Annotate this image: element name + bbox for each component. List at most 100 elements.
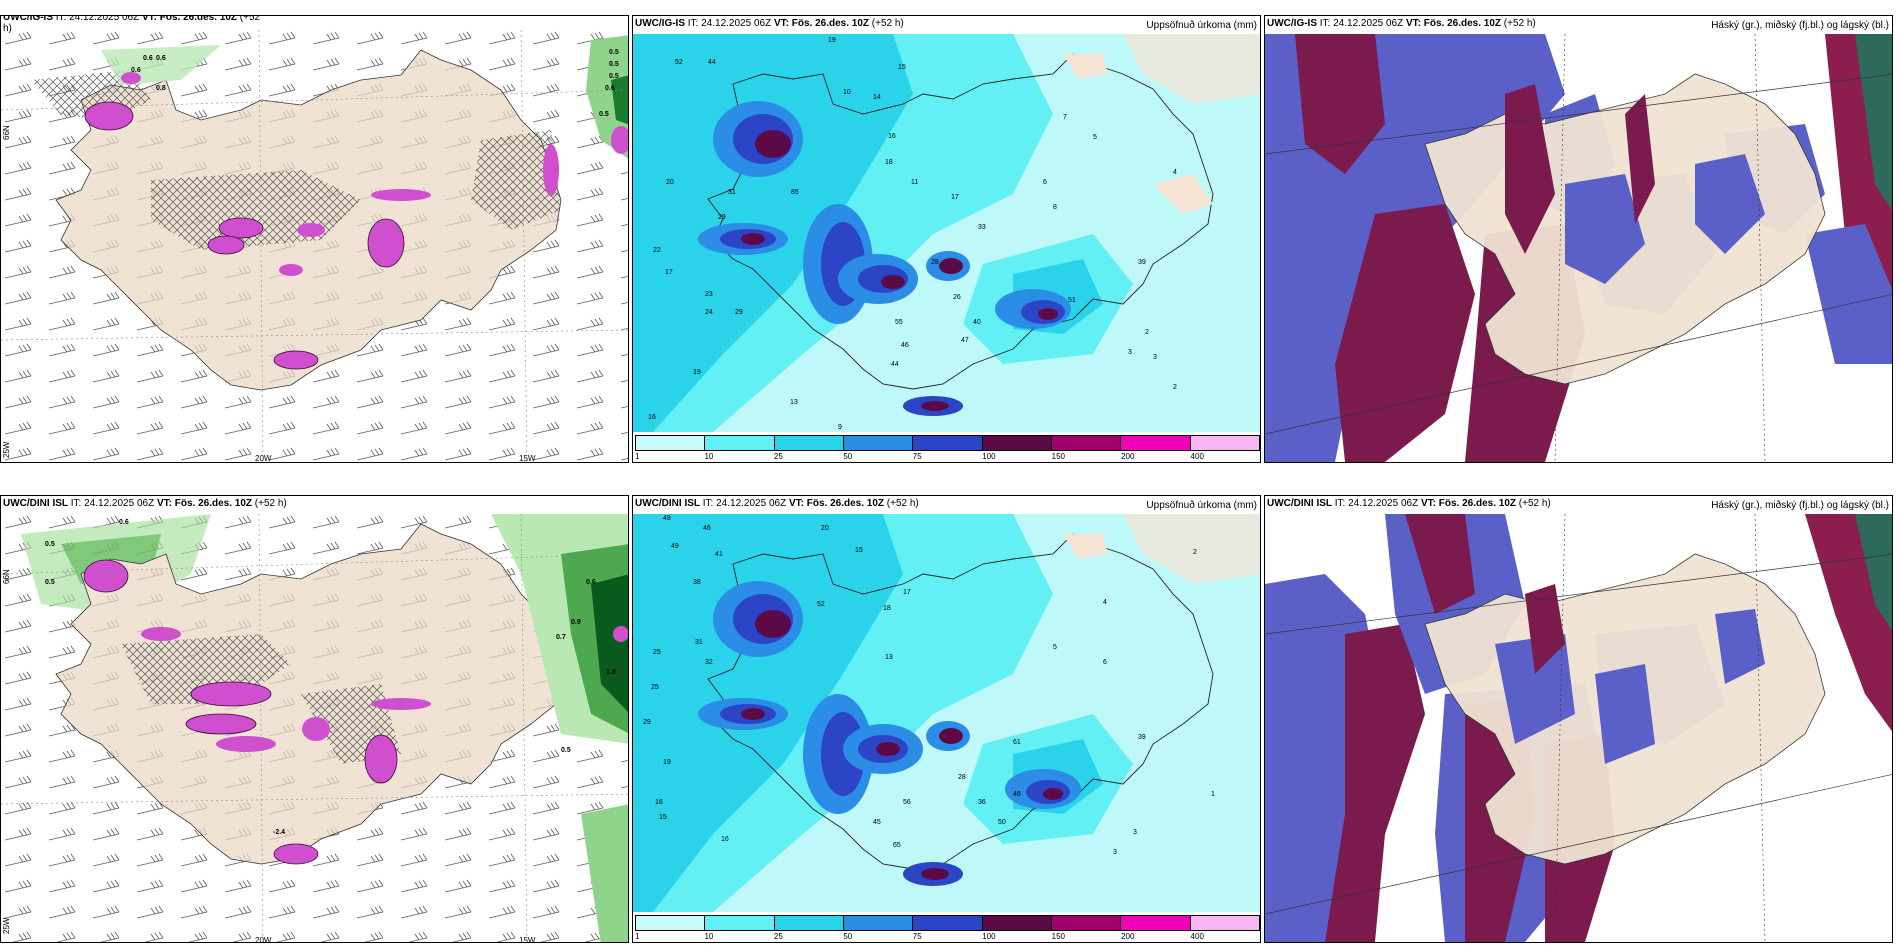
precip-value: 56: [903, 799, 911, 806]
contour-label: 0.5: [561, 747, 571, 754]
map-wind-barbs: 0.5 0.6 0.9 0.7 1.8 0.5 0.6 0.5 -2.4 20W…: [1, 514, 628, 943]
iceland-land: [707, 53, 1214, 390]
precip-value: 31: [695, 639, 703, 646]
colorbar-tick: 200: [1121, 932, 1135, 941]
colorbar-swatch: [774, 436, 844, 450]
precip-value: 15: [898, 64, 906, 71]
panel-subtitle: Uppsöfnuð úrkoma (mm): [1146, 20, 1257, 31]
colorbar-tick: 400: [1190, 932, 1204, 941]
precip-value: 28: [958, 774, 966, 781]
colorbar-swatch: [1190, 436, 1259, 450]
precip-magenta: [371, 698, 431, 710]
contour-label: 0.6: [605, 85, 615, 92]
precip-value: 50: [998, 819, 1006, 826]
precip-magenta: [84, 101, 134, 131]
panel-title: UWC/DINI ISL IT: 24.12.2025 06Z VT: Fös.…: [1267, 498, 1551, 509]
colorbar-tick: 200: [1121, 452, 1135, 461]
precip-magenta: [185, 713, 257, 735]
precip-value: 85: [791, 189, 799, 196]
map-accumulated-precip: 48 46 41 49 38 20 15 25 31 32 25 19 16 1…: [633, 514, 1260, 912]
precip-value: 11: [911, 179, 918, 186]
precip-value: 16: [888, 133, 896, 140]
precip-value: 52: [817, 601, 825, 608]
colorbar-swatch: [913, 916, 983, 930]
precip-colorbar: 1 10 25 50 75 100 150 200 400: [633, 914, 1260, 942]
colorbar-swatch: [1051, 436, 1122, 450]
contour-label: 0.5: [609, 61, 619, 68]
precip-value: 19: [828, 37, 836, 44]
precip-value: 16: [721, 836, 729, 843]
precip-value: 10: [843, 89, 851, 96]
contour-label: 1.8: [606, 669, 616, 676]
lat-label-25w: 25W: [2, 441, 11, 458]
precip-colorbar: 1 10 25 50 75 100 150 200 400: [633, 434, 1260, 462]
precip-value: 38: [693, 579, 701, 586]
precip-value: 5: [1053, 644, 1057, 651]
map-cloud-layers: [1265, 514, 1892, 942]
colorbar-tick: 25: [773, 932, 783, 941]
colorbar-tick: 100: [982, 932, 996, 941]
precip-value: 22: [653, 247, 661, 254]
precip-magenta: [279, 264, 303, 276]
graticule: [258, 514, 528, 942]
precip-value: 46: [703, 525, 711, 532]
colorbar-swatch: [774, 916, 844, 930]
precip-value: 26: [953, 294, 961, 301]
precip-value: 65: [893, 842, 901, 849]
lat-label-66n: 66N: [2, 125, 11, 140]
precip-value: 3: [1128, 349, 1132, 356]
colorbar-swatch: [982, 436, 1052, 450]
precip-value: 29: [735, 309, 743, 316]
colorbar-swatch: [843, 436, 914, 450]
contour-label: 0.9: [571, 619, 581, 626]
land-dry: [1063, 54, 1108, 79]
contour-label: 0.6: [156, 55, 166, 62]
contour-label: 0.5: [45, 579, 55, 586]
colorbar-tick: 1: [635, 932, 640, 941]
precip-value: 41: [715, 551, 723, 558]
precip-magenta: [216, 736, 276, 752]
precip-value: 31: [728, 189, 736, 196]
precip-value: 48: [663, 515, 671, 522]
precip-value: 36: [978, 799, 986, 806]
lon-label-20w: 20W: [255, 936, 272, 943]
contour-label: 0.5: [599, 111, 609, 118]
precip-value: 51: [1068, 297, 1076, 304]
precip-value: 45: [873, 819, 881, 826]
precip-value: 33: [978, 224, 986, 231]
precip-value: 18: [885, 159, 893, 166]
contour-label: 0.7: [556, 634, 566, 641]
precip-value: 40: [973, 319, 981, 326]
precip-magenta: [611, 126, 628, 154]
precip-value: 20: [821, 525, 829, 532]
contour-label: 0.6: [143, 55, 153, 62]
colorbar-swatch: [1190, 916, 1259, 930]
precip-magenta: [367, 218, 405, 268]
precip-value: 28: [931, 259, 939, 266]
precip-magenta: [273, 843, 319, 865]
precip-value: 6: [1103, 659, 1107, 666]
graticule: [258, 30, 528, 462]
panel-igis-precip: UWC/IG-IS IT: 24.12.2025 06Z VT: Fös. 26…: [632, 15, 1261, 463]
colorbar-tick: 50: [843, 932, 853, 941]
precip-magenta: [273, 350, 319, 370]
precip-value: 61: [1013, 739, 1021, 746]
precip-value: 8: [1053, 204, 1057, 211]
colorbar-swatch: [705, 436, 775, 450]
hatch-area: [471, 130, 561, 230]
precip-value: 17: [951, 194, 959, 201]
precip-value: 55: [895, 319, 903, 326]
panel-subtitle: Háský (gr.), miðský (fj.bl.) og lágský (…: [1711, 20, 1889, 31]
precip-value: 47: [961, 337, 969, 344]
colorbar-tick: 75: [912, 932, 922, 941]
panel-title: UWC/IG-IS IT: 24.12.2025 06Z VT: Fös. 26…: [635, 18, 904, 29]
precip-value: 24: [705, 309, 713, 316]
lat-label-25w: 25W: [2, 917, 11, 934]
precip-value: 13: [885, 654, 893, 661]
colorbar-tick: 100: [982, 452, 996, 461]
panel-subtitle: Uppsöfnuð úrkoma (mm): [1146, 500, 1257, 511]
precip-value: 46: [901, 342, 909, 349]
panel-subtitle: Háský (gr.), miðský (fj.bl.) og lágský (…: [1711, 500, 1889, 511]
land-dry: [1123, 34, 1260, 104]
map-accumulated-precip: 52 44 19 10 14 15 20 31 29 22 17 23 24 2…: [633, 34, 1260, 432]
